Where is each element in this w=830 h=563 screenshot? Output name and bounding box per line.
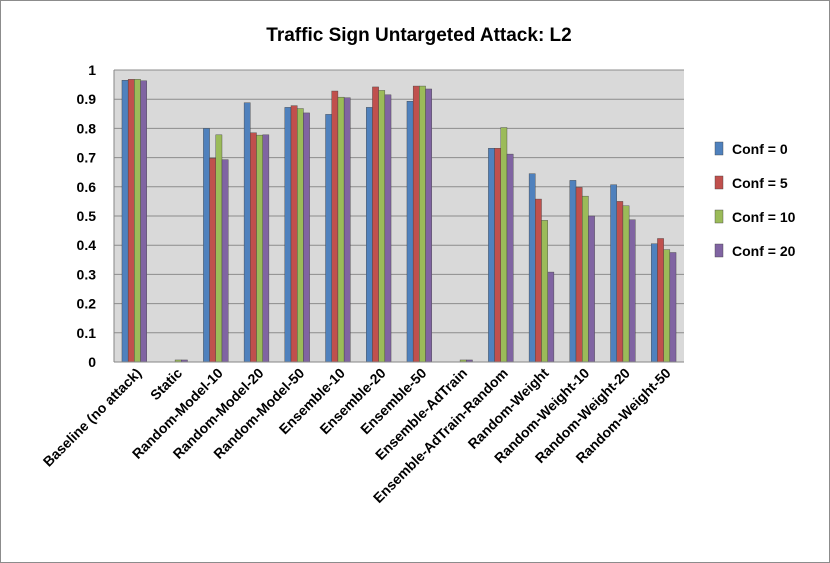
bar: [657, 238, 664, 363]
x-category-label: Static: [147, 365, 185, 403]
bar: [303, 112, 310, 363]
bar: [500, 127, 508, 363]
bar: [541, 220, 548, 363]
y-tick-label: 1: [88, 62, 96, 78]
bar: [140, 80, 147, 363]
bar: [378, 90, 386, 363]
bar: [337, 96, 345, 363]
bar: [250, 132, 257, 363]
y-tick-label: 0.8: [77, 120, 97, 136]
bar: [488, 148, 495, 363]
bar: [262, 134, 270, 363]
bar: [419, 85, 426, 363]
y-tick-label: 0.2: [77, 296, 97, 312]
bar: [209, 157, 216, 363]
bar: [610, 184, 617, 363]
bar: [215, 134, 223, 363]
legend-swatch: [714, 141, 724, 156]
bar: [651, 243, 658, 363]
bar: [588, 215, 595, 363]
bar: [256, 134, 263, 363]
bar: [535, 198, 542, 363]
bar: [406, 101, 414, 363]
bar: [325, 114, 332, 363]
y-tick-label: 0: [88, 354, 96, 370]
bar: [569, 180, 577, 363]
bar: [284, 107, 292, 363]
bar: [669, 252, 677, 363]
legend-entry: Conf = 0: [732, 141, 788, 157]
bar: [412, 85, 420, 363]
y-tick-label: 0.3: [77, 266, 97, 282]
bar: [384, 94, 392, 363]
bar: [622, 205, 630, 363]
bar: [616, 201, 624, 363]
bar: [528, 173, 536, 363]
legend-swatch: [714, 175, 724, 190]
bar: [582, 195, 589, 363]
x-category-labels: Baseline (no attack) StaticRandom-Model-1…: [40, 365, 674, 506]
bar: [203, 128, 210, 363]
bar: [366, 107, 373, 363]
bar: [221, 159, 229, 363]
bar: [134, 79, 141, 363]
bar: [121, 80, 129, 363]
bar: [575, 187, 583, 363]
y-tick-labels: 0 0.1 0.2 0.3 0.4 0.5 0.6 0.7 0.8 0.9 1: [77, 62, 97, 370]
bars: [121, 79, 677, 363]
bar: [127, 79, 135, 363]
bar: [297, 108, 304, 363]
y-tick-label: 0.1: [77, 325, 97, 341]
y-tick-label: 0.7: [77, 150, 97, 166]
y-tick-label: 0.5: [77, 208, 97, 224]
legend-entry: Conf = 5: [732, 175, 788, 191]
bar: [290, 105, 298, 363]
y-tick-label: 0.4: [77, 237, 97, 253]
bar: [425, 88, 432, 363]
bar: [243, 102, 251, 363]
bar: [331, 90, 339, 363]
bar: [547, 271, 555, 363]
bar: [494, 148, 501, 363]
bar: [372, 86, 379, 363]
bar: [628, 219, 636, 363]
bar: [506, 153, 514, 363]
chart-title: Traffic Sign Untargeted Attack: L2: [266, 25, 571, 46]
bar: [663, 249, 671, 363]
y-tick-label: 0.9: [77, 91, 97, 107]
legend-swatch: [714, 209, 724, 224]
legend: Conf = 0 Conf = 5 Conf = 10 Conf = 20: [714, 141, 796, 259]
x-category-label: Baseline (no attack): [40, 365, 145, 470]
bar: [343, 97, 351, 363]
legend-swatch: [714, 243, 724, 258]
legend-entry: Conf = 10: [732, 209, 796, 225]
y-tick-label: 0.6: [77, 179, 97, 195]
legend-entry: Conf = 20: [732, 243, 796, 259]
